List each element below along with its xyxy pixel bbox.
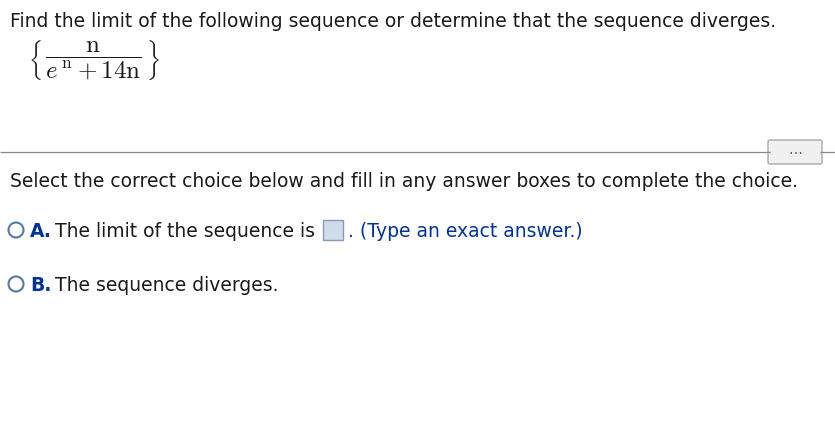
Text: The sequence diverges.: The sequence diverges. [55, 276, 279, 295]
Text: Find the limit of the following sequence or determine that the sequence diverges: Find the limit of the following sequence… [10, 12, 776, 31]
Text: . (Type an exact answer.): . (Type an exact answer.) [348, 222, 583, 241]
Text: The limit of the sequence is: The limit of the sequence is [55, 222, 315, 241]
FancyBboxPatch shape [768, 140, 822, 164]
Text: Select the correct choice below and fill in any answer boxes to complete the cho: Select the correct choice below and fill… [10, 172, 798, 191]
Text: A.: A. [30, 222, 52, 241]
Text: ⋯: ⋯ [788, 145, 802, 159]
Text: $\left\{\,\dfrac{\mathrm{n}}{e^{\,\mathrm{n}}+14\mathrm{n}}\,\right\}$: $\left\{\,\dfrac{\mathrm{n}}{e^{\,\mathr… [28, 38, 160, 82]
Text: B.: B. [30, 276, 52, 295]
FancyBboxPatch shape [323, 220, 343, 240]
